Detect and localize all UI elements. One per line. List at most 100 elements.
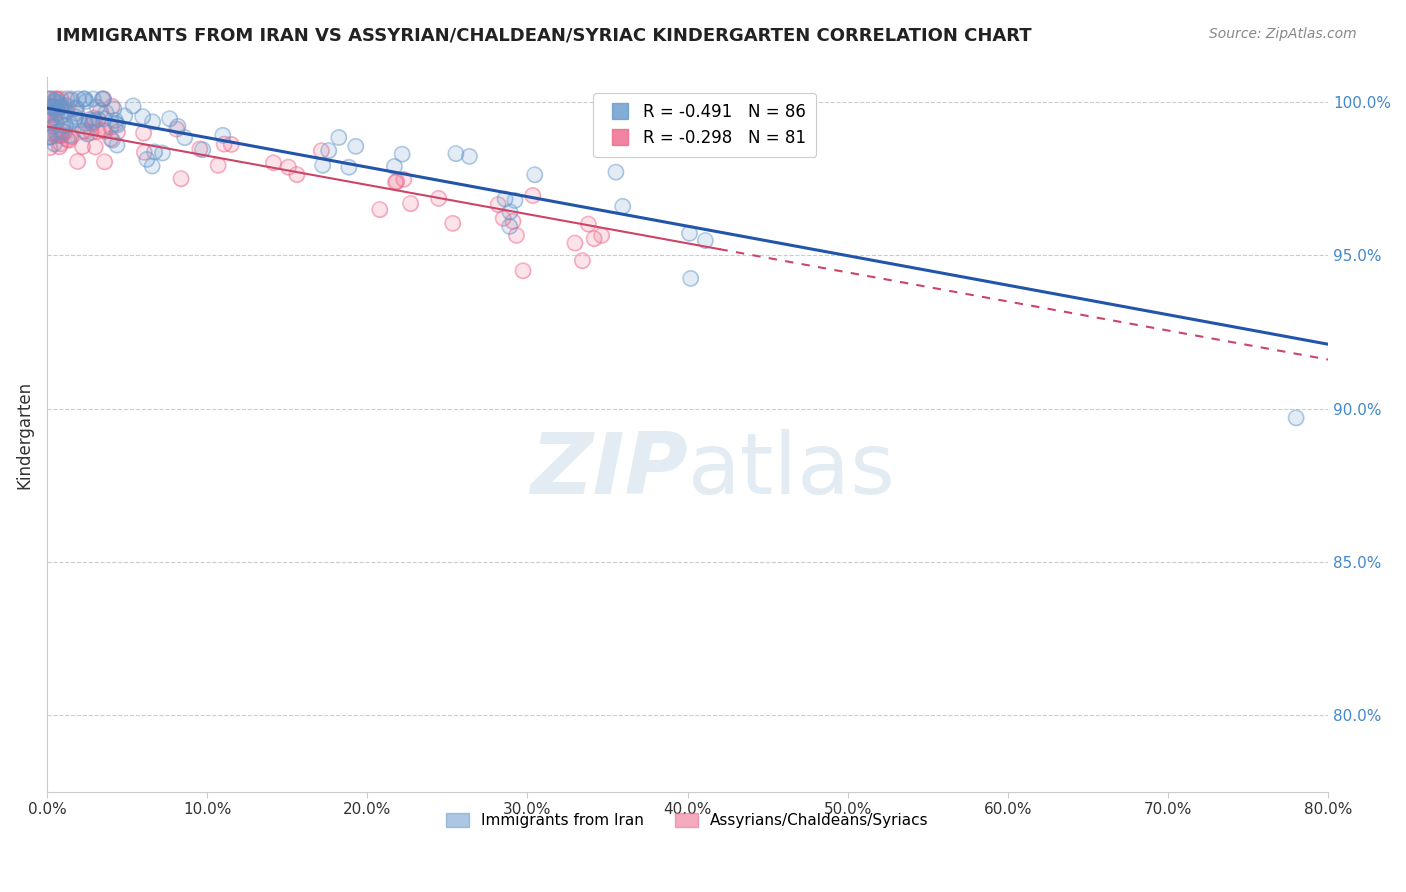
Point [100,131,122,145]
Point [107,125,129,139]
Point [166,122,188,136]
Point [44,136,66,151]
Point [83,113,105,128]
Point [141,159,163,173]
Point [42,99,65,113]
Point [311,158,333,172]
Point [51,99,73,113]
Point [86,100,108,114]
Point [41,92,63,106]
Point [159,112,181,126]
Point [159,112,181,126]
Point [38,130,60,145]
Point [93,124,115,138]
Point [100,131,122,145]
Point [91,92,114,106]
Point [134,145,156,160]
Point [39,113,62,128]
Point [612,199,634,213]
Point [605,165,627,179]
Point [458,149,481,163]
Point [51,100,73,114]
Point [45,92,67,106]
Point [571,253,593,268]
Point [444,146,467,161]
Point [93,124,115,138]
Point [51,99,73,113]
Point [167,120,190,134]
Point [101,99,124,113]
Point [104,116,127,130]
Point [512,264,534,278]
Point [82,117,104,131]
Point [105,138,128,153]
Point [56,132,79,146]
Point [42,120,65,134]
Point [49,110,72,124]
Point [76,127,98,141]
Point [37,92,59,106]
Point [486,197,509,211]
Point [564,235,586,250]
Point [49,136,72,151]
Point [66,106,89,120]
Point [91,92,114,106]
Point [48,96,70,111]
Point [494,192,516,206]
Point [56,99,79,113]
Point [49,136,72,151]
Point [73,92,96,106]
Text: ZIP: ZIP [530,429,688,512]
Point [277,160,299,174]
Point [37,130,59,145]
Point [132,126,155,140]
Point [53,125,76,139]
Point [499,204,522,219]
Point [142,115,165,129]
Point [135,153,157,167]
Point [100,120,122,135]
Point [385,174,408,188]
Point [75,116,97,130]
Point [492,211,515,226]
Point [84,140,107,154]
Point [37,105,59,120]
Point [55,119,77,133]
Point [75,95,97,109]
Point [91,92,114,106]
Point [368,202,391,217]
Point [93,92,115,106]
Point [695,234,717,248]
Point [368,202,391,217]
Point [318,144,340,158]
Point [87,112,110,127]
Point [523,168,546,182]
Point [46,106,69,120]
Point [505,228,527,243]
Point [42,94,65,108]
Point [219,137,242,152]
Point [46,92,69,106]
Point [502,214,524,228]
Point [45,102,67,116]
Point [63,112,86,127]
Point [37,105,59,120]
Point [328,130,350,145]
Point [678,227,700,241]
Point [285,168,308,182]
Point [101,133,124,147]
Point [53,99,76,113]
Point [75,124,97,138]
Point [60,92,83,106]
Point [131,110,153,124]
Point [42,111,65,125]
Point [612,199,634,213]
Point [90,103,112,118]
Point [38,140,60,154]
Point [72,139,94,153]
Point [399,196,422,211]
Point [45,95,67,109]
Point [94,105,117,120]
Point [207,158,229,172]
Point [104,116,127,130]
